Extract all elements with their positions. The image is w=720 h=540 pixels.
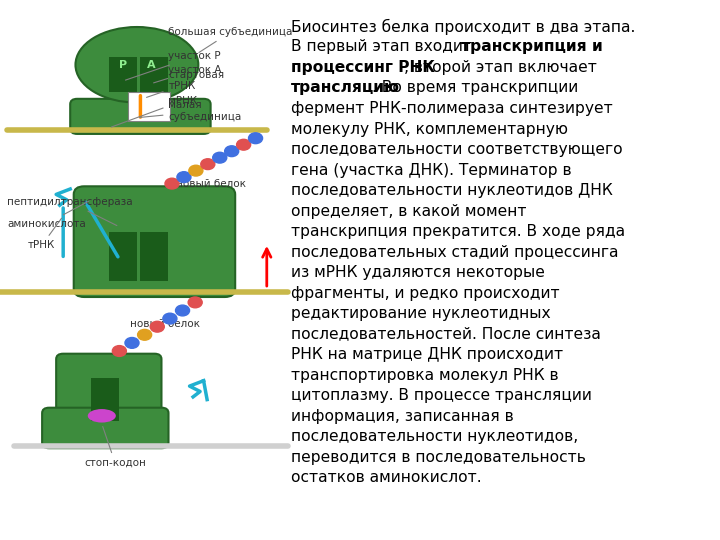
Text: стартовая
тРНК: стартовая тРНК <box>147 70 225 97</box>
Text: остатков аминокислот.: остатков аминокислот. <box>292 470 482 485</box>
Text: большая субъединица: большая субъединица <box>168 27 293 52</box>
Text: пептидилтрансфераза: пептидилтрансфераза <box>7 197 132 226</box>
Text: транскрипция и: транскрипция и <box>461 39 603 55</box>
Text: , второй этап включает: , второй этап включает <box>405 60 598 75</box>
Text: переводится в последовательность: переводится в последовательность <box>292 450 586 465</box>
Circle shape <box>212 152 227 163</box>
Text: малая
субъединица: малая субъединица <box>140 100 242 122</box>
Text: РНК на матрице ДНК происходит: РНК на матрице ДНК происходит <box>292 347 564 362</box>
Circle shape <box>150 321 164 332</box>
Text: стоп-кодон: стоп-кодон <box>84 427 146 468</box>
FancyBboxPatch shape <box>128 92 170 121</box>
Text: транскрипция прекратится. В ходе ряда: транскрипция прекратится. В ходе ряда <box>292 224 626 239</box>
FancyBboxPatch shape <box>71 99 211 134</box>
Text: трансляцию: трансляцию <box>292 80 400 96</box>
Text: Биосинтез белка происходит в два этапа.: Биосинтез белка происходит в два этапа. <box>292 19 636 35</box>
Circle shape <box>248 133 263 144</box>
Circle shape <box>177 172 191 183</box>
Text: гена (участка ДНК). Терминатор в: гена (участка ДНК). Терминатор в <box>292 163 572 178</box>
Text: последовательностей. После синтеза: последовательностей. После синтеза <box>292 327 601 342</box>
Text: новый белок: новый белок <box>130 319 200 329</box>
Text: транспортировка молекул РНК в: транспортировка молекул РНК в <box>292 368 559 383</box>
Text: информация, записанная в: информация, записанная в <box>292 409 514 424</box>
Bar <box>140 232 168 281</box>
Circle shape <box>225 146 239 157</box>
Text: участок А: участок А <box>153 65 222 83</box>
Text: из мРНК удаляются некоторые: из мРНК удаляются некоторые <box>292 265 545 280</box>
Text: процессинг РНК: процессинг РНК <box>292 60 436 75</box>
Text: тРНК: тРНК <box>28 218 61 251</box>
Text: последовательности нуклеотидов,: последовательности нуклеотидов, <box>292 429 579 444</box>
Bar <box>91 378 120 421</box>
Text: В первый этап входит: В первый этап входит <box>292 39 477 55</box>
Circle shape <box>188 297 202 308</box>
Text: P: P <box>119 60 127 70</box>
Text: участок Р: участок Р <box>125 51 221 80</box>
Text: определяет, в какой момент: определяет, в какой момент <box>292 204 527 219</box>
Text: молекулу РНК, комплементарную: молекулу РНК, комплементарную <box>292 122 568 137</box>
Circle shape <box>237 139 251 150</box>
FancyBboxPatch shape <box>56 354 161 418</box>
Text: цитоплазму. В процессе трансляции: цитоплазму. В процессе трансляции <box>292 388 593 403</box>
Circle shape <box>189 165 203 176</box>
Circle shape <box>112 346 127 356</box>
Bar <box>109 232 137 281</box>
FancyBboxPatch shape <box>42 408 168 448</box>
Text: последовательности соответствующего: последовательности соответствующего <box>292 142 623 157</box>
Text: последовательных стадий процессинга: последовательных стадий процессинга <box>292 245 619 260</box>
Bar <box>140 57 168 92</box>
Ellipse shape <box>88 409 116 422</box>
FancyBboxPatch shape <box>73 186 235 297</box>
Text: мРНК: мРНК <box>112 96 197 127</box>
Circle shape <box>176 305 189 316</box>
Text: фермент РНК-полимераза синтезирует: фермент РНК-полимераза синтезирует <box>292 101 613 116</box>
Text: A: A <box>147 60 156 70</box>
Text: новый белок: новый белок <box>176 179 246 189</box>
Bar <box>109 57 137 92</box>
Circle shape <box>163 313 177 324</box>
Text: . Во время транскрипции: . Во время транскрипции <box>372 80 578 96</box>
Ellipse shape <box>76 27 198 103</box>
Circle shape <box>125 338 139 348</box>
Circle shape <box>201 159 215 170</box>
Text: последовательности нуклеотидов ДНК: последовательности нуклеотидов ДНК <box>292 183 613 198</box>
Text: аминокислота: аминокислота <box>7 201 89 229</box>
Circle shape <box>165 178 179 189</box>
Circle shape <box>138 329 152 340</box>
Text: редактирование нуклеотидных: редактирование нуклеотидных <box>292 306 551 321</box>
Text: фрагменты, и редко происходит: фрагменты, и редко происходит <box>292 286 560 301</box>
